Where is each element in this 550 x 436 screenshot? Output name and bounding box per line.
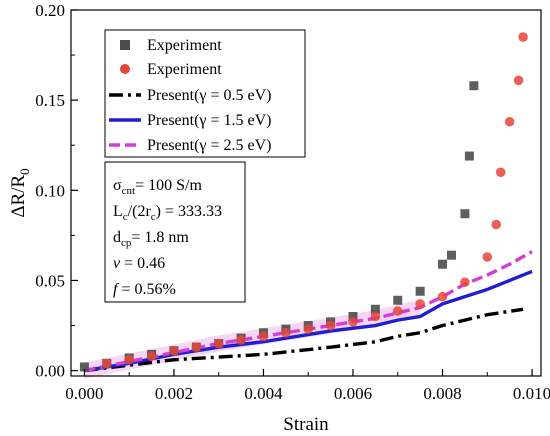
experiment-circle-point [236,335,246,345]
y-tick-label: 0.10 [35,181,65,200]
info-text-part: cp [121,237,132,249]
y-axis: 0.00 0.05 0.10 0.15 0.20 [35,1,78,381]
y-axis-title-main: ΔR/R [8,175,29,218]
experiment-circle-point [513,75,524,86]
experiment-square-point [370,304,380,314]
y-tick-label: 0.05 [35,271,65,290]
experiment-circle-point [437,291,448,302]
legend-square-marker [120,40,130,50]
info-line: f = 0.56% [113,281,176,298]
info-text-part: = 1.8 nm [131,229,189,246]
experiment-circle-point [518,32,528,42]
model-line-2 [84,269,533,373]
info-text-part: σ [113,177,122,194]
experiment-circle-point [102,358,112,369]
info-line: dcp= 1.8 nm [113,229,189,249]
experiment-circle-point [191,342,202,352]
y-axis-title-subscript: 0 [17,168,32,175]
info-text-part: ) = 333.33 [156,203,222,220]
legend-label: Present(γ = 0.5 eV) [147,87,272,104]
info-text-part: c [151,211,156,223]
experiment-circle-point [491,219,502,230]
experiment-square-point [460,209,470,219]
x-tick-label: 0.000 [65,384,103,403]
info-text-part: cnt [122,185,135,197]
experiment-circle-point [146,351,157,361]
x-tick-label: 0.006 [334,384,372,403]
info-text-part: = 0.56% [117,281,175,298]
y-tick-label: 0.20 [35,1,65,20]
experiment-circle-point [258,331,269,342]
info-line: σcnt= 100 S/m [113,177,202,197]
x-axis: 0.000 0.002 0.004 0.006 0.008 0.010 [65,369,550,403]
x-tick-label: 0.002 [155,384,193,403]
experiment-circle-point [124,354,134,365]
experiment-square-point [438,259,448,269]
experiment-circle-point [348,317,358,327]
legend-label: Experiment [147,37,222,54]
experiment-square-point [79,362,89,372]
experiment-square-point [393,295,403,305]
experiment-circle-point [482,252,493,262]
experiment-square-point [446,250,456,260]
info-box-frame [104,161,246,303]
experiment-square-point [464,151,474,161]
experiment-square-point [415,286,425,296]
info-text-part: L [113,203,123,220]
experiment-circle-point [392,306,403,316]
info-text-part: = 0.46 [120,255,165,272]
experiment-circle-point [325,320,336,331]
experiment-circle-point [504,116,515,127]
info-line: Lc/(2rc) = 333.33 [113,203,222,223]
experiment-square-point [348,312,358,322]
experiment-circle-point [495,167,506,178]
info-text-part: /(2r [128,203,152,220]
legend-label: Experiment [147,61,222,78]
y-tick-label: 0.15 [35,91,65,110]
experiment-circle-point [370,311,381,322]
info-line: v = 0.46 [113,255,165,272]
model-line-1 [84,307,524,373]
x-tick-label: 0.010 [513,384,550,403]
experiment-circle-point [415,299,425,309]
legend-circle-marker [120,64,130,74]
info-text-part: c [123,211,128,223]
experiment-circle-point [303,324,314,334]
info-text-part: = 100 S/m [135,177,202,194]
experiment-circle-point [169,345,179,356]
plot-frame [70,9,542,377]
legend: Experiment Experiment Present(γ = 0.5 eV) P… [104,29,306,158]
info-text-part: v [113,255,121,272]
x-axis-title: Strain [283,414,329,435]
y-tick-label: 0.00 [35,362,65,381]
experiment-circle-point [213,338,224,349]
y-axis-title: ΔR/R0 [8,168,32,217]
x-tick-label: 0.004 [244,384,283,403]
legend-label: Present(γ = 2.5 eV) [147,137,272,154]
info-text-part: f [113,281,120,298]
experiment-circle-point [460,277,470,288]
legend-label: Present(γ = 1.5 eV) [147,112,272,129]
info-text-part: d [113,229,121,246]
experiment-circle-point [281,327,291,338]
experiment-points-layer [79,32,528,372]
experiment-square-point [469,81,479,91]
x-tick-label: 0.008 [423,384,461,403]
